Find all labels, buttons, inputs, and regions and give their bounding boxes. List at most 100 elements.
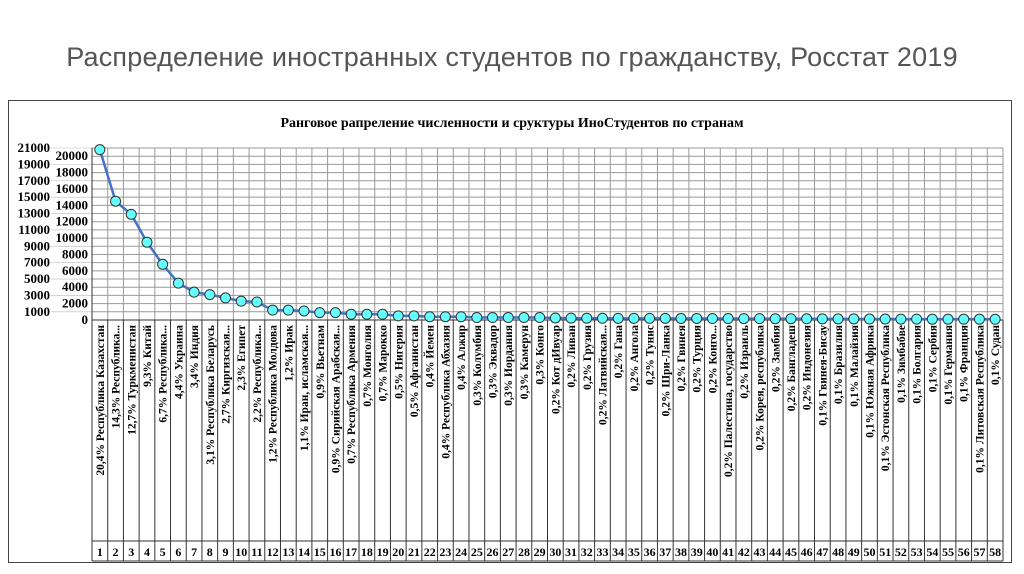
- x-category-label: 4,4% Украина: [173, 325, 185, 399]
- rank-label: 1: [97, 545, 103, 559]
- data-point: [973, 313, 985, 325]
- data-point: [487, 312, 499, 324]
- rank-label: 36: [644, 545, 656, 559]
- rank-label: 37: [659, 545, 671, 559]
- x-category-label: 0,2% Израиль: [739, 325, 751, 399]
- y-tick-label: 20000: [56, 148, 89, 163]
- data-point: [738, 313, 750, 325]
- x-category-label: 0,1% Гвинея-Бисау: [817, 325, 829, 426]
- x-category-label: 9,3% Китай: [142, 325, 154, 387]
- rank-label: 47: [816, 545, 828, 559]
- y-tick-label: 14000: [56, 197, 89, 212]
- x-category-label: 0,1% Литовская Республика: [974, 325, 986, 473]
- data-point: [722, 313, 734, 325]
- data-point: [502, 312, 514, 324]
- x-category-label: 0,1% Франция: [959, 325, 971, 402]
- y-tick-label: 11000: [18, 222, 50, 237]
- rank-label: 56: [958, 545, 970, 559]
- y-tick-label: 1000: [24, 304, 50, 319]
- rank-label: 3: [128, 545, 134, 559]
- rank-label: 35: [628, 545, 640, 559]
- data-point: [455, 311, 467, 323]
- y-tick-label: 18000: [56, 165, 89, 180]
- rank-label: 48: [832, 545, 844, 559]
- x-category-label: 0,9% Сирийская Арабская...: [330, 325, 342, 473]
- x-category-label: 3,1% Республика Беларусь: [205, 325, 217, 465]
- x-category-label: 0,1% Сербия: [927, 325, 939, 392]
- x-category-label: 0,3% Конго: [535, 325, 547, 385]
- x-category-label: 0,2% Шри-Ланка: [660, 325, 672, 417]
- x-category-label: 0,2% Кот дИвуар: [550, 325, 562, 414]
- x-category-label: 0,5% Нигерия: [393, 325, 405, 399]
- x-category-label: 12,7% Туркменистан: [126, 325, 138, 435]
- rank-label: 55: [942, 545, 954, 559]
- data-point: [94, 144, 106, 156]
- data-point: [361, 308, 373, 320]
- x-category-label: 0,2% Корея, республика: [755, 325, 767, 451]
- rank-label: 31: [565, 545, 577, 559]
- rank-label: 9: [223, 545, 229, 559]
- rank-label: 32: [581, 545, 593, 559]
- x-category-label: 0,1% Бразилия: [833, 325, 845, 404]
- x-category-label: 0,1% Германия: [943, 325, 955, 405]
- data-point: [172, 277, 184, 289]
- data-point: [816, 313, 828, 325]
- y-tick-label: 21000: [18, 140, 51, 155]
- x-category-label: 0,4% Республика Абхазия: [440, 325, 452, 459]
- x-category-label: 0,3% Эквадор: [488, 325, 500, 398]
- x-category-label: 0,4% Алжир: [456, 325, 468, 390]
- y-tick-label: 0: [82, 312, 89, 327]
- x-category-label: 0,2% Конго...: [707, 325, 719, 393]
- rank-label: 13: [282, 545, 294, 559]
- x-category-label: 0,2% Ангола: [629, 325, 641, 392]
- data-point: [942, 313, 954, 325]
- data-point: [549, 312, 561, 324]
- x-category-label: 0,2% Бангладеш: [786, 325, 798, 411]
- data-point: [675, 312, 687, 324]
- rank-label: 27: [502, 545, 514, 559]
- data-point: [282, 304, 294, 316]
- data-point: [377, 308, 389, 320]
- slide-title: Распределение иностранных студентов по г…: [66, 42, 958, 72]
- rank-label: 30: [549, 545, 561, 559]
- x-category-label: 0,2% Грузия: [582, 325, 594, 390]
- x-category-label: 0,2% Индонезия: [802, 325, 814, 410]
- data-point: [110, 195, 122, 207]
- x-category-label: 0,7% Республика Армения: [346, 325, 358, 464]
- data-point: [785, 313, 797, 325]
- x-category-label: 2,2% Республика...: [252, 325, 264, 423]
- data-point: [471, 312, 483, 324]
- rank-label: 15: [314, 545, 326, 559]
- data-point: [706, 313, 718, 325]
- x-category-label: 20,4% Республика Казахстан: [95, 325, 107, 476]
- x-category-label: 1,2% Ирак: [283, 325, 295, 382]
- rank-label: 29: [534, 545, 546, 559]
- rank-label: 19: [377, 545, 389, 559]
- y-tick-label: 4000: [62, 279, 88, 294]
- data-point: [298, 305, 310, 317]
- data-point: [424, 311, 436, 323]
- rank-label: 8: [207, 545, 213, 559]
- data-point: [345, 308, 357, 320]
- data-point: [251, 296, 263, 308]
- rank-label: 4: [144, 545, 150, 559]
- y-tick-label: 19000: [18, 156, 51, 171]
- rank-label: 14: [298, 545, 310, 559]
- data-point: [863, 313, 875, 325]
- x-category-label: 0,7% Марокко: [378, 325, 390, 402]
- x-category-label: 0,1% Малайзия: [849, 325, 861, 407]
- data-point: [989, 313, 1001, 325]
- rank-label: 22: [424, 545, 436, 559]
- data-point: [596, 312, 608, 324]
- rank-label: 41: [722, 545, 734, 559]
- data-point: [691, 312, 703, 324]
- x-category-label: 0,2% Тунис: [645, 325, 657, 385]
- rank-label: 25: [471, 545, 483, 559]
- data-point: [565, 312, 577, 324]
- data-point: [392, 310, 404, 322]
- rank-label: 40: [706, 545, 718, 559]
- data-point: [911, 313, 923, 325]
- x-category-label: 0,7% Монголия: [362, 325, 374, 407]
- x-category-label: 0,2% Гана: [613, 325, 625, 378]
